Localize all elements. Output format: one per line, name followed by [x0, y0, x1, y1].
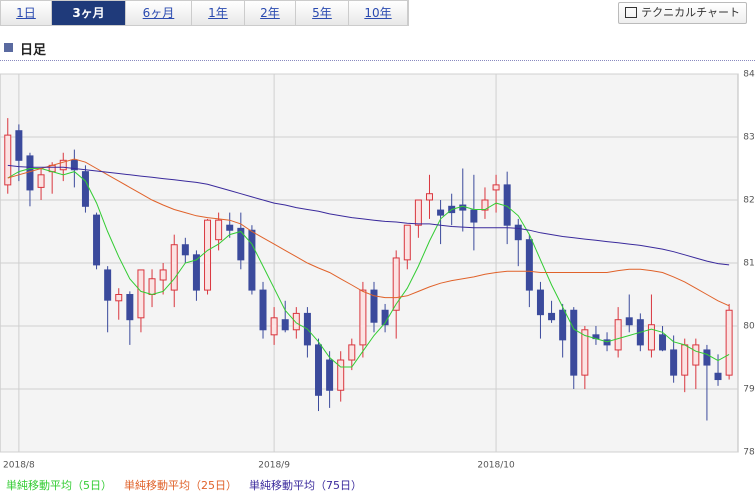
candle-body: [237, 227, 245, 261]
candle-body: [137, 269, 145, 319]
candle-body: [292, 312, 300, 331]
candle-body: [93, 214, 101, 266]
candle-body: [81, 171, 89, 207]
candle-body: [204, 219, 212, 291]
candle-body: [559, 309, 567, 341]
x-tick-label: 2018/10: [477, 461, 515, 471]
legend-entry: 単純移動平均（5日）: [6, 479, 112, 492]
candle-body: [259, 289, 267, 331]
candle-body: [59, 159, 67, 171]
x-tick-label: 2018/9: [258, 461, 290, 471]
candle-body: [414, 199, 422, 226]
candle-body: [492, 184, 500, 191]
candle-body: [614, 319, 622, 351]
y-tick-label: 83: [743, 133, 754, 143]
tab[interactable]: 2年: [245, 1, 296, 25]
y-tick-label: 84: [743, 70, 755, 80]
candle-body: [659, 334, 667, 351]
candle-body: [525, 239, 533, 291]
candle-body: [37, 174, 45, 188]
candle-body: [26, 155, 34, 191]
candle-body: [226, 224, 234, 231]
candle-body: [425, 193, 433, 201]
candle-body: [503, 184, 511, 226]
candle-body: [370, 289, 378, 323]
candle-body: [126, 294, 134, 321]
candle-body: [148, 278, 156, 295]
moving-average-line: [7, 158, 730, 307]
candle-body: [481, 199, 489, 211]
candle-body: [359, 289, 367, 346]
tab[interactable]: 10年: [349, 1, 408, 25]
candle-body: [647, 324, 655, 351]
candle-body: [570, 309, 578, 376]
candle-body: [326, 359, 334, 391]
tab-bar: 1日 3ヶ月 6ヶ月 1年 2年 5年 10年: [0, 0, 409, 26]
legend-entry: 単純移動平均（75日）: [249, 479, 362, 492]
y-tick-label: 79: [743, 385, 755, 395]
candle-body: [725, 309, 733, 376]
candle-body: [714, 372, 722, 381]
technical-chart-button[interactable]: テクニカルチャート: [618, 2, 747, 24]
candle-body: [70, 159, 78, 171]
candle-body: [437, 209, 445, 216]
candle-body: [281, 319, 289, 331]
moving-average-line: [7, 168, 730, 368]
candle-body: [392, 257, 400, 311]
candle-body: [115, 294, 123, 302]
candle-body: [192, 254, 200, 291]
candle-body: [692, 344, 700, 366]
candle-body: [403, 224, 411, 261]
candle-body: [4, 134, 12, 186]
x-tick-label: 2018/8: [3, 461, 35, 471]
section-title: 日足: [4, 39, 46, 58]
candle-body: [670, 349, 678, 376]
candle-body: [248, 229, 256, 291]
candle-body: [625, 317, 633, 326]
tab[interactable]: 3ヶ月: [52, 1, 126, 25]
candle-body: [681, 344, 689, 376]
candle-body: [159, 269, 167, 281]
candle-body: [548, 312, 556, 321]
tab[interactable]: 5年: [296, 1, 349, 25]
candle-body: [470, 209, 478, 223]
legend: 単純移動平均（5日） 単純移動平均（25日） 単純移動平均（75日）: [6, 477, 362, 493]
candle-body: [181, 244, 189, 256]
y-tick-label: 80: [743, 322, 755, 332]
candle-body: [215, 219, 223, 241]
candle-body: [104, 269, 112, 301]
divider: [0, 60, 755, 61]
candle-body: [536, 289, 544, 316]
candle-body: [315, 344, 323, 396]
candle-body: [581, 329, 589, 376]
candle-body: [603, 339, 611, 346]
y-tick-label: 82: [743, 196, 754, 206]
y-tick-label: 78: [743, 448, 755, 458]
legend-entry: 単純移動平均（25日）: [124, 479, 237, 492]
tab[interactable]: 6ヶ月: [126, 1, 192, 25]
candle-body: [348, 344, 356, 361]
candle-body: [514, 224, 522, 241]
moving-average-line: [7, 164, 730, 266]
candle-body: [270, 317, 278, 336]
tab[interactable]: 1日: [1, 1, 52, 25]
tab[interactable]: 1年: [192, 1, 245, 25]
candle-body: [703, 349, 711, 366]
candle-body: [15, 130, 23, 161]
candle-body: [170, 244, 178, 291]
candle-body: [337, 359, 345, 391]
y-tick-label: 81: [743, 259, 754, 269]
